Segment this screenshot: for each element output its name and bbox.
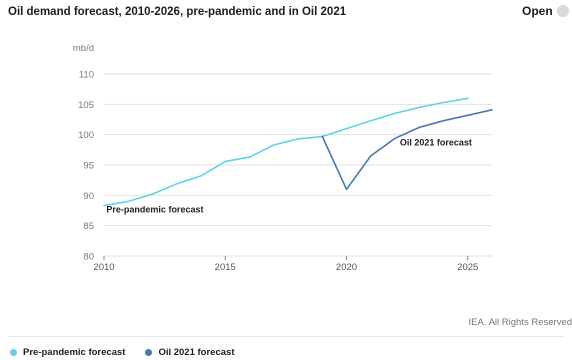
legend-swatch-pre-pandemic [10,349,17,356]
x-axis-ticks: 2010 2015 2020 2025 [93,256,478,273]
legend-swatch-oil-2021 [145,349,153,356]
y-tick-label: 90 [83,191,94,202]
x-tick-label: 2020 [336,262,357,273]
open-icon [556,5,569,17]
y-tick-label: 105 [78,100,94,111]
annotation-pre-pandemic: Pre-pandemic forecast [106,204,203,214]
legend-label-pre-pandemic: Pre-pandemic forecast [23,347,126,358]
rights-notice: IEA. All Rights Reserved [468,317,572,328]
series-line-oil-2021 [321,109,493,191]
open-button[interactable]: Open [522,4,569,18]
legend-label-oil-2021: Oil 2021 forecast [158,347,235,358]
y-tick-label: 95 [83,161,94,172]
y-axis-ticks: 80 85 90 95 100 105 110 [78,70,94,263]
x-tick-label: 2025 [457,262,478,273]
legend: Pre-pandemic forecast Oil 2021 forecast [10,347,234,358]
y-tick-label: 110 [79,70,94,81]
annotations: Pre-pandemic forecast Oil 2021 forecast [106,138,471,215]
series-line-pre-pandemic [103,97,469,207]
legend-item-oil-2021[interactable]: Oil 2021 forecast [145,347,234,358]
y-axis-unit: mb/d [73,43,94,54]
y-tick-label: 100 [78,130,94,141]
chart-title: Oil demand forecast, 2010-2026, pre-pand… [8,6,347,18]
x-tick-label: 2010 [93,262,114,273]
legend-item-pre-pandemic[interactable]: Pre-pandemic forecast [10,347,125,358]
y-tick-label: 80 [83,252,94,263]
x-tick-label: 2015 [215,262,236,273]
annotation-oil-2021: Oil 2021 forecast [400,138,472,148]
open-button-label: Open [522,4,553,18]
y-tick-label: 85 [83,221,94,232]
divider [8,336,564,337]
grid-lines [104,73,492,257]
series-lines [103,97,493,207]
